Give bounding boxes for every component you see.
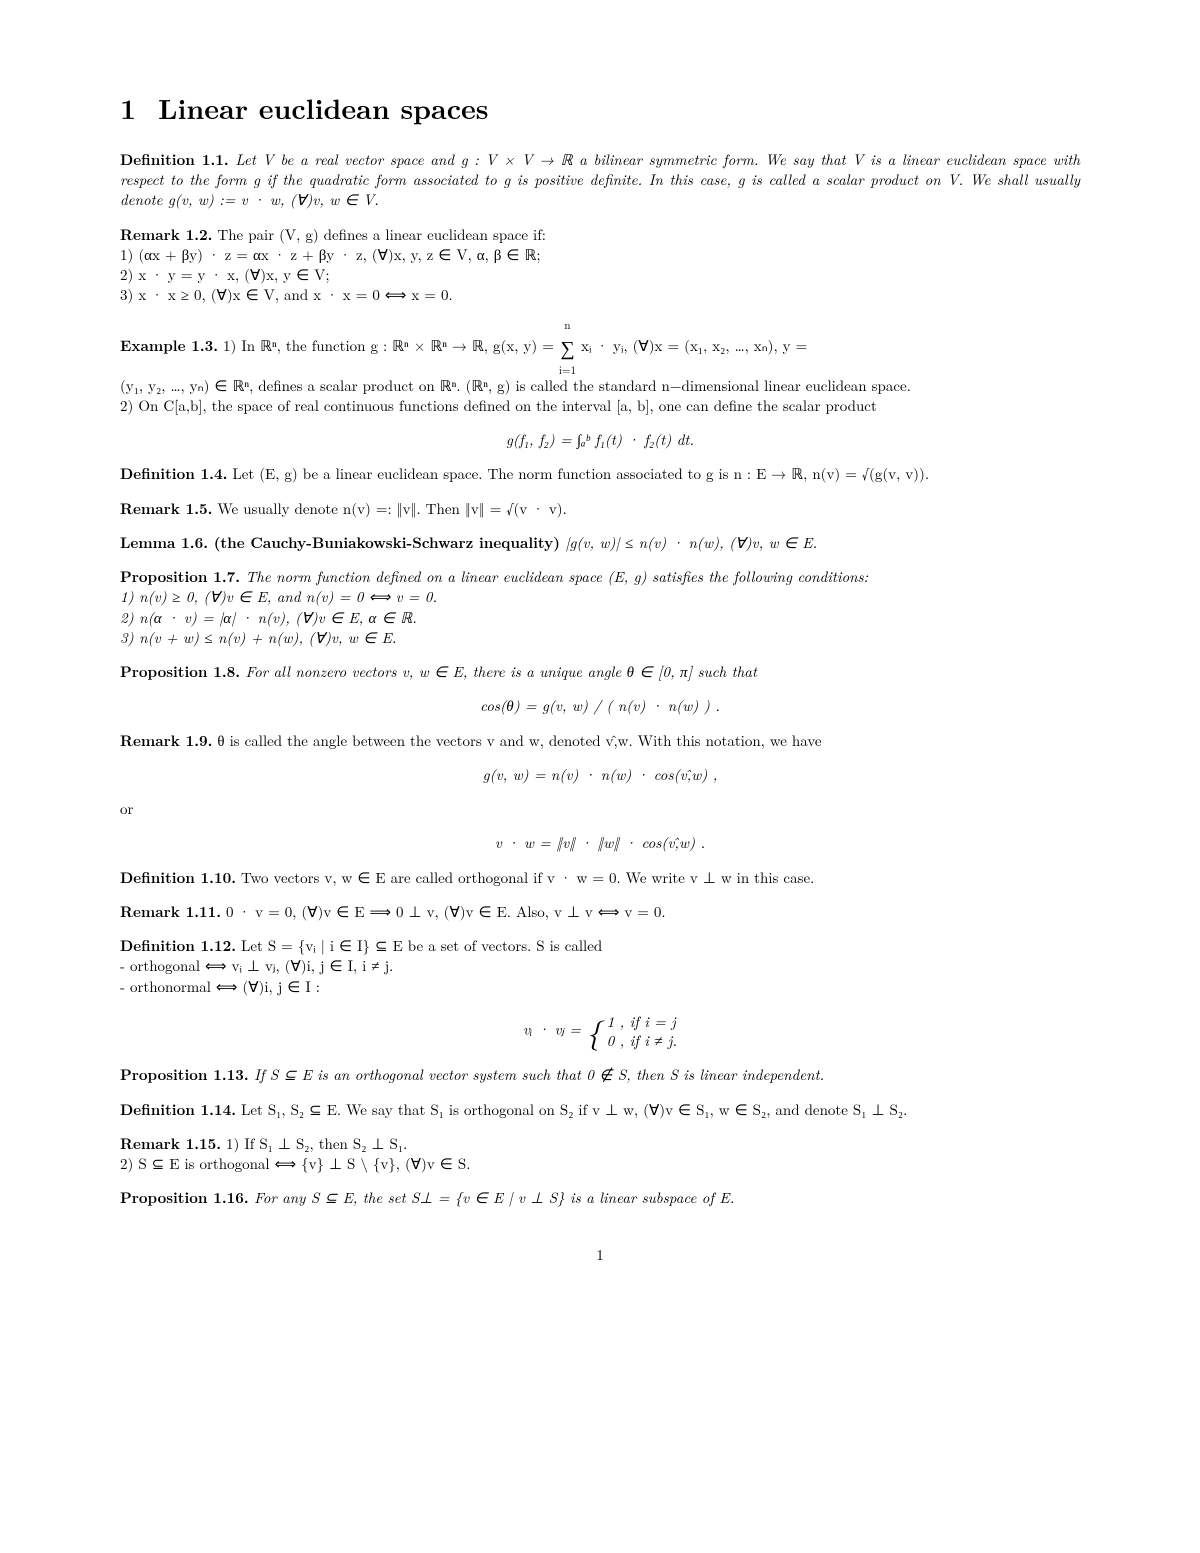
proposition-1-16: Proposition 1.16. For any S ⊆ E, the set…: [120, 1188, 1080, 1208]
remark-1-9-eq1: g(v, w) = n(v) · n(w) · cos(v,̂w) ,: [120, 765, 1080, 785]
def-text: Let (E, g) be a linear euclidean space. …: [227, 463, 929, 484]
example-1-3: Example 1.3. 1) In ℝⁿ, the function g : …: [120, 320, 1080, 417]
remark-1-11: Remark 1.11. 0 · v = 0, (∀)v ∈ E ⟹ 0 ⊥ v…: [120, 902, 1080, 922]
prop-label: Proposition 1.16.: [120, 1187, 249, 1208]
sum-top: n: [564, 318, 570, 333]
ex-text-2: 2) On C[a,b], the space of real continuo…: [120, 396, 1080, 416]
prop-lead: The norm function defined on a linear eu…: [240, 566, 868, 587]
rem-line-3: 3) x · x ≥ 0, (∀)x ∈ V, and x · x = 0 ⟺ …: [120, 285, 1080, 305]
ex-text-c: (y₁, y₂, …, yₙ) ∈ ℝⁿ, defines a scalar p…: [120, 376, 1080, 396]
section-title: Linear euclidean spaces: [158, 88, 488, 128]
eq1: g(v, w) = n(v) · n(w) · cos(v,̂w) ,: [483, 764, 718, 785]
def-lead: Let S = {vᵢ | i ∈ I} ⊆ E be a set of vec…: [236, 935, 602, 956]
sum-sign: ∑: [560, 337, 574, 357]
rem-line-1: 1) If S₁ ⊥ S₂, then S₂ ⊥ S₁.: [221, 1133, 407, 1154]
section-number: 1: [120, 88, 136, 128]
proposition-1-8: Proposition 1.8. For all nonzero vectors…: [120, 662, 1080, 682]
remark-1-15: Remark 1.15. 1) If S₁ ⊥ S₂, then S₂ ⊥ S₁…: [120, 1134, 1080, 1175]
rem-line-2: 2) S ⊆ E is orthogonal ⟺ {v} ⊥ S \ {v}, …: [120, 1154, 1080, 1174]
remark-1-2: Remark 1.2. The pair (V, g) defines a li…: [120, 225, 1080, 306]
ex-text-a: 1) In ℝⁿ, the function g : ℝⁿ × ℝⁿ → ℝ, …: [218, 335, 559, 356]
rem-label: Remark 1.11.: [120, 901, 221, 922]
prop-line-1: 1) n(v) ≥ 0, (∀)v ∈ E, and n(v) = 0 ⟺ v …: [120, 587, 1080, 607]
brace-icon: {: [586, 1011, 601, 1052]
case-2: 0 , if i ≠ j.: [607, 1031, 677, 1051]
rem-line-2: 2) x · y = y · x, (∀)x, y ∈ V;: [120, 265, 1080, 285]
case-1: 1 , if i = j: [607, 1012, 677, 1032]
lem-text: |g(v, w)| ≤ n(v) · n(w), (∀)v, w ∈ E.: [560, 532, 817, 553]
lem-label: Lemma 1.6.: [120, 532, 208, 553]
lemma-1-6: Lemma 1.6. (the Cauchy-Buniakowski-Schwa…: [120, 533, 1080, 553]
def-label: Definition 1.4.: [120, 463, 227, 484]
prop-text: If S ⊆ E is an orthogonal vector system …: [249, 1064, 824, 1085]
ex-text-b: xᵢ · yᵢ, (∀)x = (x₁, x₂, …, xₙ), y =: [576, 335, 807, 356]
remark-1-5: Remark 1.5. We usually denote n(v) =: ‖v…: [120, 499, 1080, 519]
rem-label: Remark 1.5.: [120, 498, 212, 519]
eq-lhs: vᵢ · vⱼ =: [523, 1018, 586, 1039]
prop-line-2: 2) n(α · v) = |α| · n(v), (∀)v ∈ E, α ∈ …: [120, 608, 1080, 628]
prop-label: Proposition 1.13.: [120, 1064, 249, 1085]
rem-label: Remark 1.15.: [120, 1133, 221, 1154]
definition-1-10: Definition 1.10. Two vectors v, w ∈ E ar…: [120, 868, 1080, 888]
prop-label: Proposition 1.8.: [120, 661, 240, 682]
def-text: Two vectors v, w ∈ E are called orthogon…: [236, 867, 814, 888]
def-line-1: - orthogonal ⟺ vᵢ ⊥ vⱼ, (∀)i, j ∈ I, i ≠…: [120, 956, 1080, 976]
proposition-1-13: Proposition 1.13. If S ⊆ E is an orthogo…: [120, 1065, 1080, 1085]
remark-1-9-or: or: [120, 799, 1080, 819]
prop-text: For all nonzero vectors v, w ∈ E, there …: [240, 661, 757, 682]
eq-integral: g(f₁, f₂) = ∫ₐᵇ f₁(t) · f₂(t) dt.: [506, 429, 694, 450]
prop-text: For any S ⊆ E, the set S⊥ = {v ∈ E | v ⊥…: [249, 1187, 734, 1208]
eq-cos: cos(θ) = g(v, w) / ( n(v) · n(w) ) .: [480, 695, 720, 716]
page-number: 1: [120, 1245, 1080, 1265]
definition-1-12: Definition 1.12. Let S = {vᵢ | i ∈ I} ⊆ …: [120, 936, 1080, 997]
def-label: Definition 1.12.: [120, 935, 236, 956]
proposition-1-7: Proposition 1.7. The norm function defin…: [120, 567, 1080, 648]
rem-text: We usually denote n(v) =: ‖v‖. Then ‖v‖ …: [212, 498, 566, 519]
def-text: Let V be a real vector space and g : V ×…: [120, 149, 1080, 211]
example-1-3-eq: g(f₁, f₂) = ∫ₐᵇ f₁(t) · f₂(t) dt.: [120, 430, 1080, 450]
prop-label: Proposition 1.7.: [120, 566, 240, 587]
rem-label: Remark 1.9.: [120, 730, 212, 751]
eq2: v · w = ‖v‖ · ‖w‖ · cos(v,̂w) .: [495, 832, 705, 853]
def-line-2: - orthonormal ⟺ (∀)i, j ∈ I :: [120, 977, 1080, 997]
rem-text: θ is called the angle between the vector…: [212, 730, 821, 751]
definition-1-14: Definition 1.14. Let S₁, S₂ ⊆ E. We say …: [120, 1100, 1080, 1120]
definition-1-4: Definition 1.4. Let (E, g) be a linear e…: [120, 464, 1080, 484]
prop-line-3: 3) n(v + w) ≤ n(v) + n(w), (∀)v, w ∈ E.: [120, 628, 1080, 648]
rem-lead: The pair (V, g) defines a linear euclide…: [212, 224, 546, 245]
def-label: Definition 1.10.: [120, 867, 236, 888]
def-label: Definition 1.1.: [120, 149, 229, 170]
rem-label: Remark 1.2.: [120, 224, 212, 245]
def-label: Definition 1.14.: [120, 1099, 236, 1120]
def-text: Let S₁, S₂ ⊆ E. We say that S₁ is orthog…: [236, 1099, 907, 1120]
definition-1-1: Definition 1.1. Let V be a real vector s…: [120, 150, 1080, 211]
rem-text: 0 · v = 0, (∀)v ∈ E ⟹ 0 ⊥ v, (∀)v ∈ E. A…: [221, 901, 666, 922]
remark-1-9-eq2: v · w = ‖v‖ · ‖w‖ · cos(v,̂w) .: [120, 833, 1080, 853]
proposition-1-8-eq: cos(θ) = g(v, w) / ( n(v) · n(w) ) .: [120, 696, 1080, 716]
rem-line-1: 1) (αx + βy) · z = αx · z + βy · z, (∀)x…: [120, 245, 1080, 265]
section-heading: 1 Linear euclidean spaces: [120, 90, 1080, 128]
lem-name: (the Cauchy-Buniakowski-Schwarz inequali…: [208, 532, 560, 553]
definition-1-12-eq: vᵢ · vⱼ = { 1 , if i = j 0 , if i ≠ j.: [120, 1011, 1080, 1052]
remark-1-9: Remark 1.9. θ is called the angle betwee…: [120, 731, 1080, 751]
ex-label: Example 1.3.: [120, 335, 218, 356]
